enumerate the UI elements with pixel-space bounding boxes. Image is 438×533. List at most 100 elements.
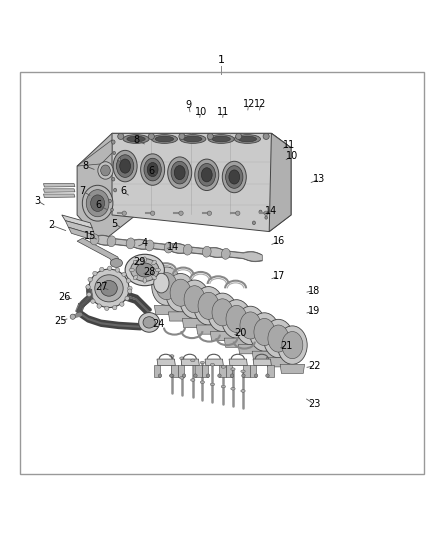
Ellipse shape [112, 140, 115, 144]
Ellipse shape [278, 326, 307, 364]
Ellipse shape [123, 135, 149, 143]
Text: 8: 8 [133, 135, 139, 145]
Circle shape [122, 272, 126, 277]
Ellipse shape [210, 383, 215, 386]
Circle shape [91, 299, 95, 303]
Text: 9: 9 [185, 100, 191, 110]
Ellipse shape [117, 155, 134, 177]
Polygon shape [252, 351, 277, 360]
Ellipse shape [238, 136, 257, 142]
Text: 11: 11 [217, 107, 230, 117]
Polygon shape [65, 221, 95, 235]
Polygon shape [238, 345, 263, 354]
Ellipse shape [202, 246, 211, 257]
Text: 29: 29 [133, 257, 146, 267]
Polygon shape [210, 332, 235, 341]
Text: 21: 21 [280, 341, 293, 351]
Ellipse shape [222, 248, 230, 259]
Ellipse shape [222, 300, 251, 338]
Ellipse shape [171, 161, 188, 184]
Circle shape [170, 374, 173, 377]
Ellipse shape [152, 267, 181, 305]
Ellipse shape [112, 177, 115, 181]
Text: 10: 10 [286, 151, 298, 161]
Ellipse shape [234, 135, 261, 143]
Circle shape [70, 314, 75, 319]
Circle shape [182, 374, 186, 377]
Text: 20: 20 [234, 328, 246, 338]
Bar [171, 365, 177, 377]
Ellipse shape [184, 286, 205, 313]
Text: 11: 11 [283, 140, 295, 150]
Text: 23: 23 [308, 399, 320, 409]
Text: 24: 24 [152, 319, 165, 329]
Ellipse shape [241, 390, 245, 392]
Polygon shape [43, 194, 75, 198]
Polygon shape [196, 325, 221, 334]
Bar [243, 365, 250, 377]
Ellipse shape [82, 185, 113, 221]
Text: 19: 19 [308, 306, 320, 316]
Text: 10: 10 [194, 107, 207, 117]
Ellipse shape [194, 287, 223, 325]
Ellipse shape [136, 263, 153, 277]
Ellipse shape [101, 280, 117, 296]
Text: 26: 26 [58, 292, 70, 302]
Bar [177, 365, 184, 377]
Ellipse shape [231, 368, 235, 370]
Ellipse shape [127, 136, 145, 142]
Ellipse shape [180, 376, 184, 379]
Circle shape [266, 374, 269, 377]
Ellipse shape [141, 154, 165, 185]
Circle shape [118, 133, 124, 140]
Text: 14: 14 [265, 206, 278, 216]
Circle shape [194, 374, 197, 377]
Text: 22: 22 [308, 361, 321, 371]
Circle shape [148, 133, 154, 140]
Text: 16: 16 [273, 236, 286, 246]
Bar [195, 365, 201, 377]
Ellipse shape [174, 166, 185, 180]
Circle shape [127, 289, 132, 293]
Polygon shape [68, 227, 97, 241]
Circle shape [87, 293, 91, 297]
Ellipse shape [143, 257, 147, 262]
Polygon shape [181, 359, 199, 366]
Ellipse shape [282, 332, 303, 359]
Circle shape [254, 374, 258, 377]
Ellipse shape [154, 273, 169, 293]
Text: 4: 4 [142, 238, 148, 248]
Polygon shape [77, 140, 112, 166]
Ellipse shape [95, 275, 123, 302]
Circle shape [264, 211, 268, 215]
Ellipse shape [170, 354, 174, 357]
Circle shape [242, 374, 245, 377]
Ellipse shape [180, 135, 206, 143]
Ellipse shape [240, 312, 261, 339]
Ellipse shape [113, 188, 117, 192]
Text: 27: 27 [96, 282, 108, 293]
Circle shape [207, 133, 213, 140]
Circle shape [207, 211, 212, 215]
Ellipse shape [101, 165, 110, 176]
Ellipse shape [212, 299, 233, 326]
Circle shape [105, 306, 109, 311]
Circle shape [120, 302, 124, 306]
Polygon shape [182, 318, 207, 328]
Ellipse shape [236, 306, 265, 345]
Bar [267, 365, 274, 377]
Ellipse shape [152, 260, 156, 265]
Circle shape [126, 279, 131, 283]
Text: 2: 2 [48, 220, 54, 230]
Ellipse shape [155, 136, 173, 142]
Ellipse shape [208, 293, 237, 332]
Polygon shape [112, 133, 291, 231]
Text: 13: 13 [313, 174, 325, 184]
Circle shape [236, 211, 240, 215]
Ellipse shape [198, 164, 215, 186]
Ellipse shape [89, 269, 129, 308]
Ellipse shape [222, 161, 246, 193]
Bar [153, 365, 160, 377]
Text: 7: 7 [80, 187, 86, 196]
Circle shape [179, 133, 185, 140]
